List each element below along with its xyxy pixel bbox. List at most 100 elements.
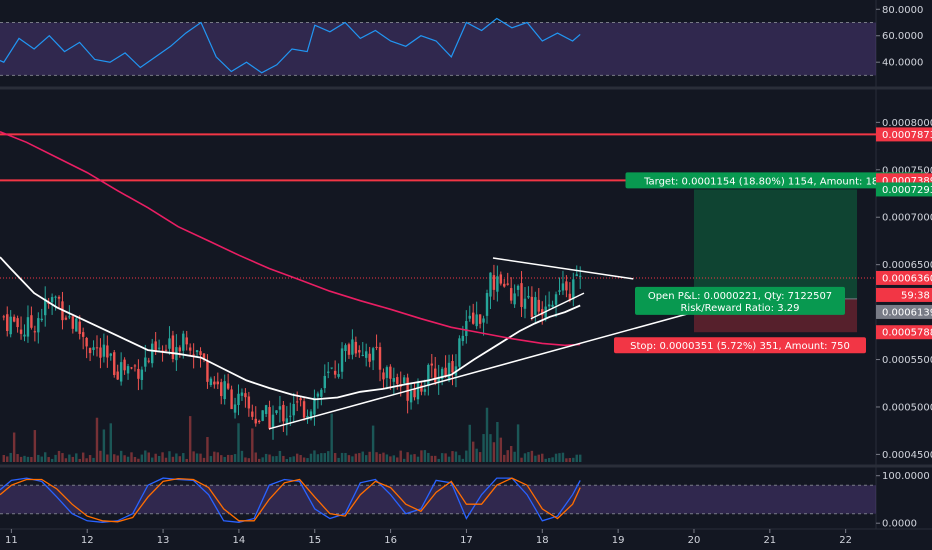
volume-bar	[578, 454, 582, 462]
volume-bar	[106, 454, 109, 462]
volume-bar	[378, 453, 382, 462]
candle-body	[340, 348, 344, 372]
stoch-d-line	[0, 477, 581, 523]
volume-bar	[347, 455, 351, 462]
candle-body	[154, 341, 157, 352]
volume-bar	[406, 452, 409, 462]
price-tick-label: 0.0006500	[882, 260, 932, 271]
candle-body	[523, 298, 527, 309]
candle-body	[382, 372, 385, 380]
price-tick-label: 0.0007000	[882, 213, 932, 224]
candle-body	[126, 366, 130, 374]
volume-bar	[40, 456, 43, 462]
price-tag[interactable]: 0.0007293	[876, 182, 932, 197]
volume-bar	[544, 458, 547, 462]
price-tag[interactable]: 59:38	[876, 287, 932, 302]
price-panel[interactable]: 0.0008000 0.0007500 0.0007000 0.0006500 0.00…	[0, 118, 932, 462]
candle-body	[506, 283, 509, 285]
candle-body	[292, 403, 295, 416]
candle-body	[178, 347, 182, 352]
volume-bar	[520, 457, 523, 462]
price-tag[interactable]: 0.0006360	[876, 270, 932, 285]
candle-body	[130, 367, 133, 369]
candle-body	[182, 333, 185, 351]
candle-body	[68, 316, 71, 318]
volume-bar	[9, 452, 12, 462]
volume-bar	[451, 451, 454, 462]
rsi-tick-label: 80.0000	[882, 5, 923, 16]
volume-bar	[178, 456, 182, 462]
price-tag[interactable]: 0.0006139	[876, 304, 932, 319]
volume-bar	[95, 417, 99, 462]
candle-body	[327, 371, 330, 373]
volume-bar	[261, 457, 264, 462]
candle-body	[199, 351, 202, 355]
candle-body	[268, 407, 271, 429]
candle-body	[347, 344, 351, 355]
volume-bar	[299, 455, 302, 462]
candle-body	[50, 297, 54, 303]
target-zone[interactable]	[693, 189, 858, 299]
candle-body	[551, 304, 554, 307]
candle-body	[264, 405, 268, 414]
volume-bar	[385, 454, 389, 462]
trend-line[interactable]	[492, 257, 634, 280]
volume-bar	[133, 456, 137, 462]
volume-bar	[64, 458, 68, 462]
volume-bar	[71, 456, 75, 462]
candle-body	[19, 329, 23, 334]
volume-bar	[302, 457, 306, 462]
volume-bar	[516, 424, 520, 462]
volume-bar	[130, 452, 133, 462]
candle-body	[361, 354, 364, 356]
trend-line[interactable]	[530, 292, 585, 320]
volume-bar	[271, 456, 275, 462]
stoch-rsi-panel[interactable]: 100.0000 0.0000	[0, 471, 930, 530]
pnl-label[interactable]: Open P&L: 0.0000221, Qty: 7122507Risk/Re…	[635, 286, 845, 315]
rsi-panel[interactable]: 80.0000 60.0000 40.0000	[0, 5, 923, 76]
volume-bar	[444, 453, 447, 462]
volume-bar	[489, 434, 492, 462]
trend-line[interactable]	[269, 311, 695, 430]
candle-body	[503, 283, 506, 287]
candle-body	[230, 389, 233, 410]
volume-bar	[423, 450, 427, 462]
target-label[interactable]: Target: 0.0001154 (18.80%) 1154, Amount:…	[625, 172, 926, 189]
volume-bar	[496, 421, 499, 462]
candle-body	[368, 353, 371, 362]
candle-body	[537, 299, 540, 312]
volume-bar	[209, 456, 213, 462]
volume-bar	[409, 454, 413, 462]
candle-body	[40, 318, 43, 321]
volume-bar	[327, 451, 330, 462]
time-axis[interactable]: 11 12 13 14 15 16 17 18 19 20 21 22	[5, 529, 852, 546]
volume-bar	[316, 454, 320, 462]
candle-body	[26, 317, 30, 337]
candle-body	[188, 347, 192, 351]
volume-bar	[47, 457, 50, 462]
volume-bar	[157, 455, 161, 462]
candle-body	[385, 367, 389, 378]
candle-body	[520, 283, 523, 307]
candle-body	[420, 385, 423, 392]
price-tag[interactable]: 0.0005788	[876, 325, 932, 340]
candle-body	[133, 365, 137, 367]
candle-body	[465, 321, 468, 337]
volume-bar	[482, 434, 485, 462]
volume-bar	[33, 430, 37, 462]
candle-body	[485, 293, 489, 316]
candle-body	[123, 359, 126, 371]
candle-body	[119, 362, 123, 382]
price-tag[interactable]: 0.0007873	[876, 127, 932, 142]
volume-bar	[558, 453, 561, 462]
volume-bar	[541, 453, 544, 462]
volume-bar	[233, 454, 237, 462]
candle-body	[320, 389, 323, 397]
candle-body	[109, 353, 112, 356]
stoch-tick-label: 0.0000	[882, 519, 917, 530]
candle-body	[202, 353, 206, 359]
candle-body	[378, 347, 382, 370]
candle-body	[427, 364, 430, 387]
stop-label[interactable]: Stop: 0.0000351 (5.72%) 351, Amount: 750	[614, 337, 866, 354]
